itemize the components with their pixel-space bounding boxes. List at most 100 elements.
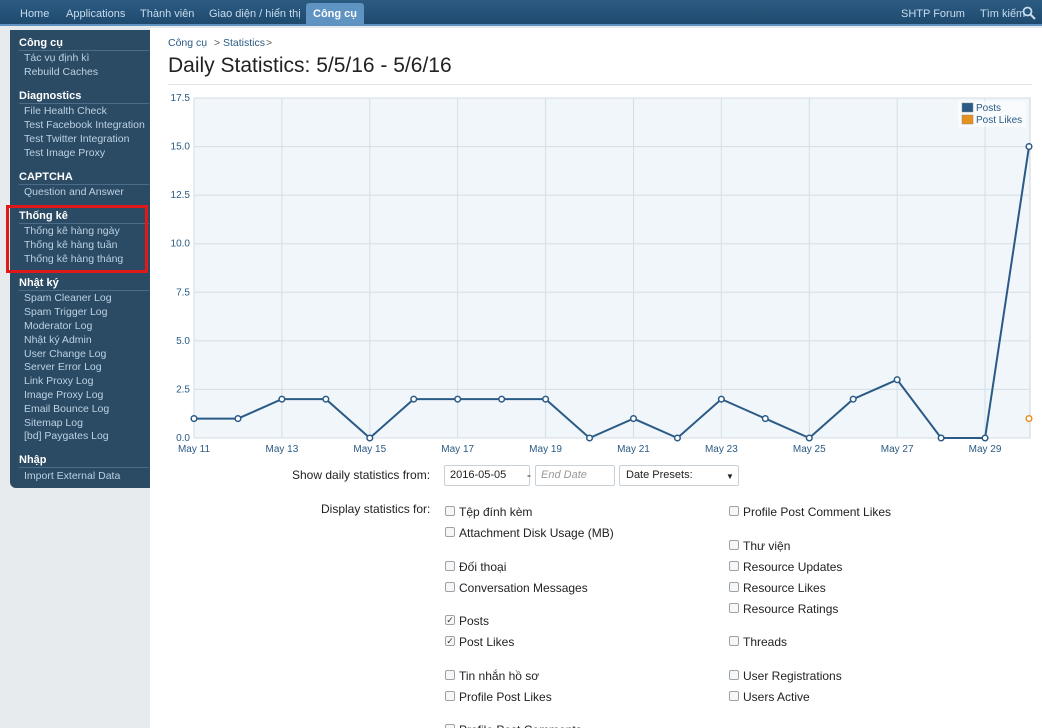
option-checkbox[interactable] [729, 582, 739, 592]
y-tick-label: 17.5 [171, 93, 191, 104]
sidebar-divider [19, 50, 149, 51]
option-checkbox[interactable] [445, 670, 455, 680]
option-label[interactable]: Resource Likes [743, 581, 826, 595]
sidebar-item-import-data[interactable]: Import External Data [24, 470, 121, 482]
legend-label: Post Likes [976, 115, 1022, 126]
sidebar-item-admin-log[interactable]: Nhật ký Admin [24, 334, 92, 346]
option-label[interactable]: Profile Post Likes [459, 690, 552, 704]
x-tick-label: May 11 [178, 444, 210, 455]
end-date-input[interactable]: End Date [535, 465, 615, 486]
option-checkbox[interactable] [729, 561, 739, 571]
option-label[interactable]: Thư viện [743, 539, 791, 553]
option-checkbox[interactable] [729, 506, 739, 516]
option-checkbox[interactable] [445, 691, 455, 701]
data-point [366, 434, 374, 442]
start-date-input[interactable]: 2016-05-05 [444, 465, 530, 486]
sidebar-item-test-twitter[interactable]: Test Twitter Integration [24, 133, 130, 145]
chart-y-axis: 17.5 15.0 12.5 10.0 7.5 5.0 2.5 0.0 [171, 93, 191, 444]
option-label[interactable]: Users Active [743, 690, 810, 704]
option-label[interactable]: Tin nhắn hồ sơ [459, 669, 540, 683]
option-label[interactable]: Conversation Messages [459, 581, 588, 595]
option-checkbox[interactable] [729, 540, 739, 550]
data-point [190, 415, 198, 423]
option-checkbox[interactable] [729, 636, 739, 646]
option-label[interactable]: Post Likes [459, 635, 515, 649]
sidebar-item-email-bounce-log[interactable]: Email Bounce Log [24, 403, 110, 415]
tab-tools[interactable]: Công cụ [306, 3, 364, 26]
breadcrumb-tools[interactable]: Công cụ [168, 37, 208, 49]
data-point [893, 376, 901, 384]
y-tick-label: 5.0 [176, 336, 190, 347]
legend-label: Posts [976, 103, 1001, 114]
data-point [322, 395, 330, 403]
sidebar-item-weekly-stats[interactable]: Thống kê hàng tuần [24, 239, 118, 251]
sidebar-item-server-error-log[interactable]: Server Error Log [24, 361, 102, 373]
x-tick-label: May 21 [617, 444, 650, 455]
option-checkbox[interactable] [729, 603, 739, 613]
sidebar-item-moderator-log[interactable]: Moderator Log [24, 320, 93, 332]
sidebar-item-test-facebook[interactable]: Test Facebook Integration [24, 119, 145, 131]
option-label[interactable]: Resource Updates [743, 560, 843, 574]
sidebar-item-monthly-stats[interactable]: Thống kê hàng tháng [24, 253, 124, 265]
tab-applications[interactable]: Applications [66, 8, 126, 20]
option-label[interactable]: Profile Post Comment Likes [743, 505, 892, 519]
data-point [937, 434, 945, 442]
x-tick-label: May 27 [881, 444, 914, 455]
option-label[interactable]: Threads [743, 635, 788, 649]
sidebar-item-daily-stats[interactable]: Thống kê hàng ngày [24, 225, 120, 237]
sidebar-item-paygates-log[interactable]: [bd] Paygates Log [24, 430, 109, 442]
option-label[interactable]: User Registrations [743, 669, 842, 683]
option-checkbox[interactable] [445, 527, 455, 537]
sidebar-item-file-health[interactable]: File Health Check [24, 105, 107, 117]
breadcrumb-separator: > [266, 37, 273, 49]
forum-link[interactable]: SHTP Forum [901, 8, 965, 20]
search-icon[interactable] [1022, 6, 1036, 20]
x-tick-label: May 17 [441, 444, 474, 455]
sidebar: Công cụ Tác vụ định kì Rebuild Caches Di… [10, 30, 150, 488]
breadcrumb-separator: > [214, 37, 221, 49]
top-navigation: Home Applications Thành viên Giao diện /… [0, 0, 1042, 26]
date-presets-select[interactable]: Date Presets: [619, 465, 739, 486]
option-checkbox[interactable] [445, 506, 455, 516]
tab-members[interactable]: Thành viên [140, 8, 195, 20]
y-tick-label: 12.5 [171, 190, 191, 201]
option-checkbox[interactable]: ✓ [445, 615, 455, 625]
data-point [542, 395, 550, 403]
sidebar-highlight-box [6, 205, 148, 273]
tab-appearance[interactable]: Giao diện / hiển thị [209, 8, 301, 20]
option-checkbox[interactable] [445, 582, 455, 592]
option-label[interactable]: Attachment Disk Usage (MB) [459, 526, 614, 540]
breadcrumb-statistics[interactable]: Statistics [223, 37, 266, 49]
sidebar-item-spam-cleaner-log[interactable]: Spam Cleaner Log [24, 292, 112, 304]
option-checkbox[interactable]: ✓ [445, 636, 455, 646]
option-label[interactable]: Resource Ratings [743, 602, 839, 616]
option-checkbox[interactable] [445, 561, 455, 571]
sidebar-item-spam-trigger-log[interactable]: Spam Trigger Log [24, 306, 108, 318]
option-checkbox[interactable] [445, 724, 455, 728]
data-point [673, 434, 681, 442]
x-tick-label: May 13 [265, 444, 298, 455]
option-checkbox[interactable] [729, 670, 739, 680]
sidebar-heading-statistics: Thống kê [19, 210, 68, 222]
sidebar-item-question-answer[interactable]: Question and Answer [24, 186, 124, 198]
option-checkbox[interactable] [729, 691, 739, 701]
tab-home[interactable]: Home [20, 8, 50, 20]
search-link[interactable]: Tìm kiếm [980, 8, 1026, 20]
data-point [498, 395, 506, 403]
sidebar-item-image-proxy-log[interactable]: Image Proxy Log [24, 389, 104, 401]
option-label[interactable]: Profile Post Comments [459, 723, 582, 728]
option-label[interactable]: Tệp đính kèm [459, 505, 533, 519]
sidebar-item-test-image-proxy[interactable]: Test Image Proxy [24, 147, 106, 159]
option-label[interactable]: Posts [459, 614, 490, 628]
data-point [981, 434, 989, 442]
sidebar-item-sitemap-log[interactable]: Sitemap Log [24, 417, 83, 429]
chart-x-axis: May 11 May 13 May 15 May 17 May 19 May 21 May … [178, 444, 1002, 455]
option-label[interactable]: Đối thoại [459, 560, 507, 574]
sidebar-item-rebuild-caches[interactable]: Rebuild Caches [24, 66, 99, 78]
data-point [454, 395, 462, 403]
sidebar-item-cron[interactable]: Tác vụ định kì [24, 52, 90, 64]
sidebar-item-link-proxy-log[interactable]: Link Proxy Log [24, 375, 94, 387]
sidebar-item-user-change-log[interactable]: User Change Log [24, 348, 107, 360]
data-point [1025, 143, 1033, 151]
